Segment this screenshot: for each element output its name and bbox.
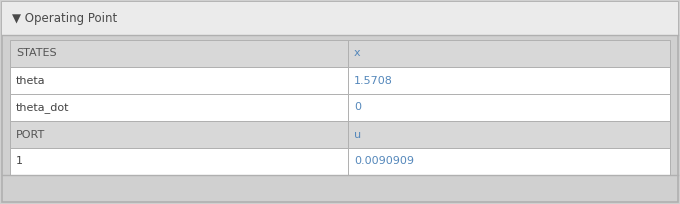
Bar (10, 121, 348, 148)
Text: PORT: PORT (16, 130, 46, 140)
Bar (10, 40, 348, 67)
Text: STATES: STATES (16, 49, 56, 59)
Bar (2, 2, 678, 35)
Text: 1.5708: 1.5708 (354, 75, 393, 85)
Text: 0: 0 (354, 102, 361, 112)
Text: theta_dot: theta_dot (16, 102, 69, 113)
Text: u: u (354, 130, 361, 140)
Text: theta: theta (16, 75, 46, 85)
Bar (348, 67, 670, 94)
Bar (10, 148, 348, 175)
Bar (348, 94, 670, 121)
Text: 0.0090909: 0.0090909 (354, 156, 414, 166)
Bar (348, 148, 670, 175)
Bar (10, 67, 348, 94)
Text: 1: 1 (16, 156, 23, 166)
Text: ▼ Operating Point: ▼ Operating Point (12, 12, 117, 25)
Bar (10, 94, 348, 121)
Bar (348, 121, 670, 148)
Text: x: x (354, 49, 360, 59)
Bar (348, 40, 670, 67)
